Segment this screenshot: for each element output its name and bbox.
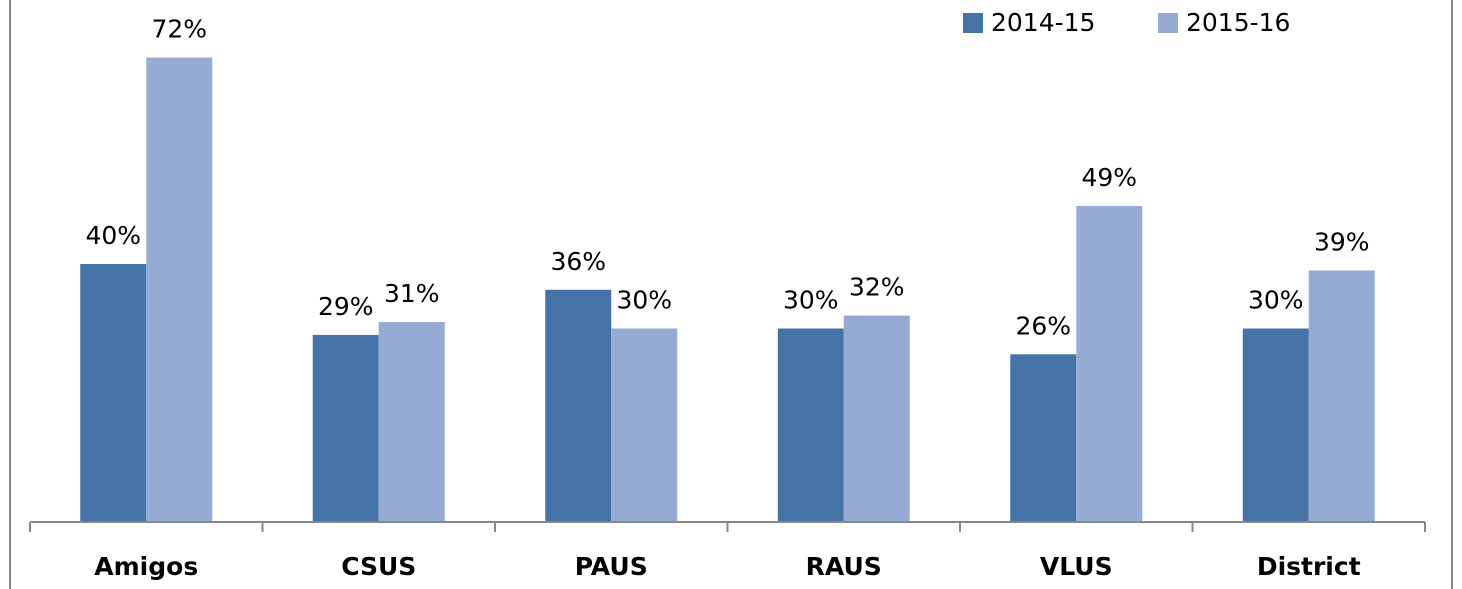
value-label: 31% [384, 279, 440, 308]
legend-label: 2015-16 [1186, 8, 1290, 37]
bar [1308, 270, 1375, 522]
legend-swatch [1158, 13, 1178, 33]
value-label: 36% [550, 247, 606, 276]
bar [1242, 328, 1309, 522]
bar [611, 328, 678, 522]
value-label: 72% [151, 15, 207, 44]
value-label: 32% [849, 273, 905, 302]
x-tick-label: PAUS [575, 552, 648, 581]
value-label: 26% [1015, 311, 1071, 340]
value-label: 30% [783, 286, 839, 315]
bar [146, 57, 213, 522]
x-tick-label: CSUS [341, 552, 416, 581]
x-tick-label: VLUS [1040, 552, 1113, 581]
value-label: 40% [85, 221, 141, 250]
legend-label: 2014-15 [991, 8, 1095, 37]
bar [545, 289, 612, 522]
bar [777, 328, 844, 522]
value-label: 49% [1081, 163, 1137, 192]
x-tick-label: RAUS [806, 552, 882, 581]
bar [1076, 205, 1143, 522]
bar [1010, 354, 1077, 522]
value-label: 29% [318, 292, 374, 321]
x-tick-label: Amigos [94, 552, 198, 581]
legend-swatch [963, 13, 983, 33]
value-label: 30% [1248, 286, 1304, 315]
bar [378, 322, 445, 522]
bar [312, 334, 379, 522]
bar [843, 315, 910, 522]
value-label: 30% [616, 286, 672, 315]
bar [80, 264, 147, 522]
value-label: 39% [1314, 227, 1370, 256]
x-tick-label: District [1257, 552, 1361, 581]
